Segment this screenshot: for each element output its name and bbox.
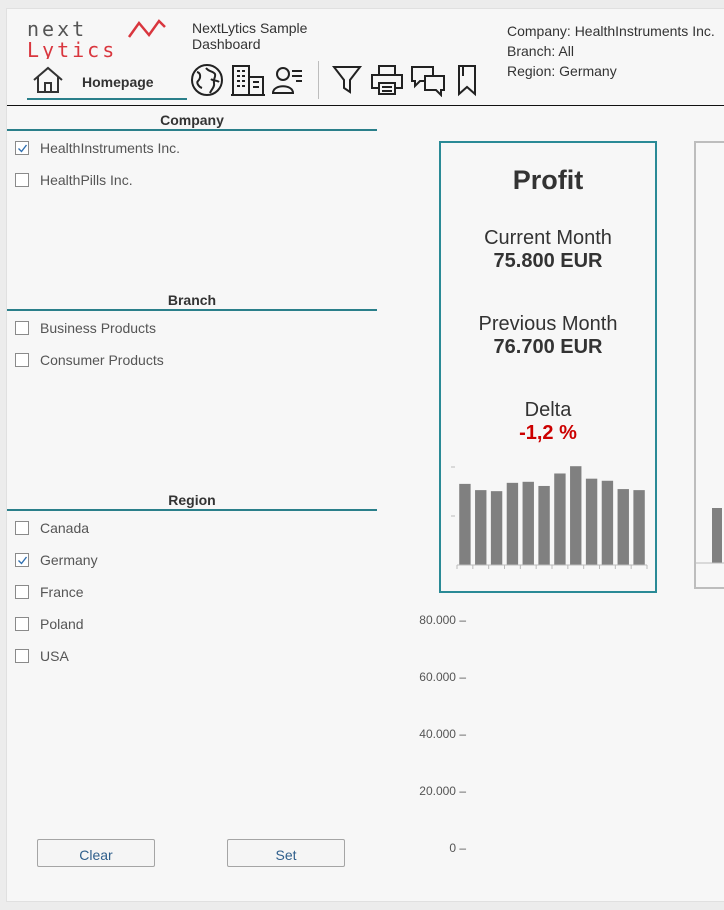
context-branch: Branch: All [507,43,574,59]
buildings-icon[interactable] [229,63,267,97]
delta-label: Delta [524,399,572,421]
checkbox[interactable] [15,585,29,599]
set-button[interactable]: Set [227,839,345,867]
profit-card[interactable]: Profit Current Month 75.800 EUR Previous… [439,141,657,593]
checkbox[interactable] [15,173,29,187]
checkbox-label: France [40,584,84,600]
clear-button[interactable]: Clear [37,839,155,867]
chart-bar [617,489,629,565]
y-axis-tick-label: 0 – [449,841,466,855]
previous-month-value: 76.700 EUR [493,336,603,358]
secondary-card[interactable] [694,141,724,589]
previous-month-label: Previous Month [478,313,618,335]
print-icon[interactable] [369,63,405,97]
checkbox-label: Business Products [40,320,156,336]
chart-bar [459,483,471,565]
chart-bar [585,478,598,565]
region-filter-title: Region [168,492,216,508]
nextlytics-logo: next Lytics [27,19,166,59]
chart-bar [633,490,645,565]
chart-bar [554,473,566,565]
context-company: Company: HealthInstruments Inc. [507,23,715,39]
dashboard-frame: next Lytics NextLytics Sample Dashboard … [6,8,724,902]
checkbox[interactable] [15,353,29,367]
svg-text:Lytics: Lytics [27,38,117,59]
chart-bar [570,466,582,565]
current-month-label: Current Month [484,227,612,249]
chart-bar [522,481,534,565]
checkbox[interactable] [15,617,29,631]
checkbox[interactable] [15,649,29,663]
dashboard-title: NextLytics Sample Dashboard [192,20,308,52]
chart-bar [712,508,722,563]
globe-icon[interactable] [189,63,225,97]
checkbox-label: Consumer Products [40,352,164,368]
context-info: Company: HealthInstruments Inc. Branch: … [507,21,715,81]
checkbox-label: Germany [40,552,98,568]
checkbox-label: Poland [40,616,84,632]
company-filter-title: Company [160,112,224,128]
y-axis-tick-label: 60.000 – [419,670,466,684]
chart-bar [601,480,614,565]
check-icon [18,556,28,565]
checkbox[interactable] [15,321,29,335]
tab-homepage-label: Homepage [82,74,154,90]
toolbar-separator [318,61,319,99]
secondary-bar-chart [696,508,724,564]
checkbox-label: Canada [40,520,90,536]
y-axis-tick-label: 80.000 – [419,613,466,627]
checkbox[interactable] [15,521,29,535]
header: next Lytics NextLytics Sample Dashboard … [7,9,724,106]
users-icon[interactable] [270,63,306,97]
profit-bar-chart [451,466,648,569]
svg-text:next: next [27,19,87,41]
region-filter-header: Region [7,489,377,511]
checkbox-label: HealthPills Inc. [40,172,133,188]
company-filter-header: Company [7,109,377,131]
chart-bar [506,482,519,565]
bookmark-icon[interactable] [455,63,479,97]
branch-filter-header: Branch [7,289,377,311]
checkbox[interactable] [15,553,29,567]
delta-value: -1,2 % [519,422,577,444]
comments-icon[interactable] [409,63,447,97]
y-axis-tick-label: 40.000 – [419,727,466,741]
check-icon [18,144,28,153]
branch-filter-title: Branch [167,292,217,308]
current-month-value: 75.800 EUR [493,250,603,272]
filter-icon[interactable] [330,63,364,97]
tab-homepage[interactable]: Homepage [27,64,187,100]
home-icon [33,66,63,93]
chart-bar [490,491,503,565]
profit-card-title: Profit [512,165,584,195]
checkbox[interactable] [15,141,29,155]
chart-bar [475,490,487,565]
checkbox-label: USA [40,648,69,664]
chart-bar [538,485,550,565]
y-axis-tick-label: 20.000 – [419,784,466,798]
checkbox-label: HealthInstruments Inc. [40,140,181,156]
context-region: Region: Germany [507,63,617,79]
